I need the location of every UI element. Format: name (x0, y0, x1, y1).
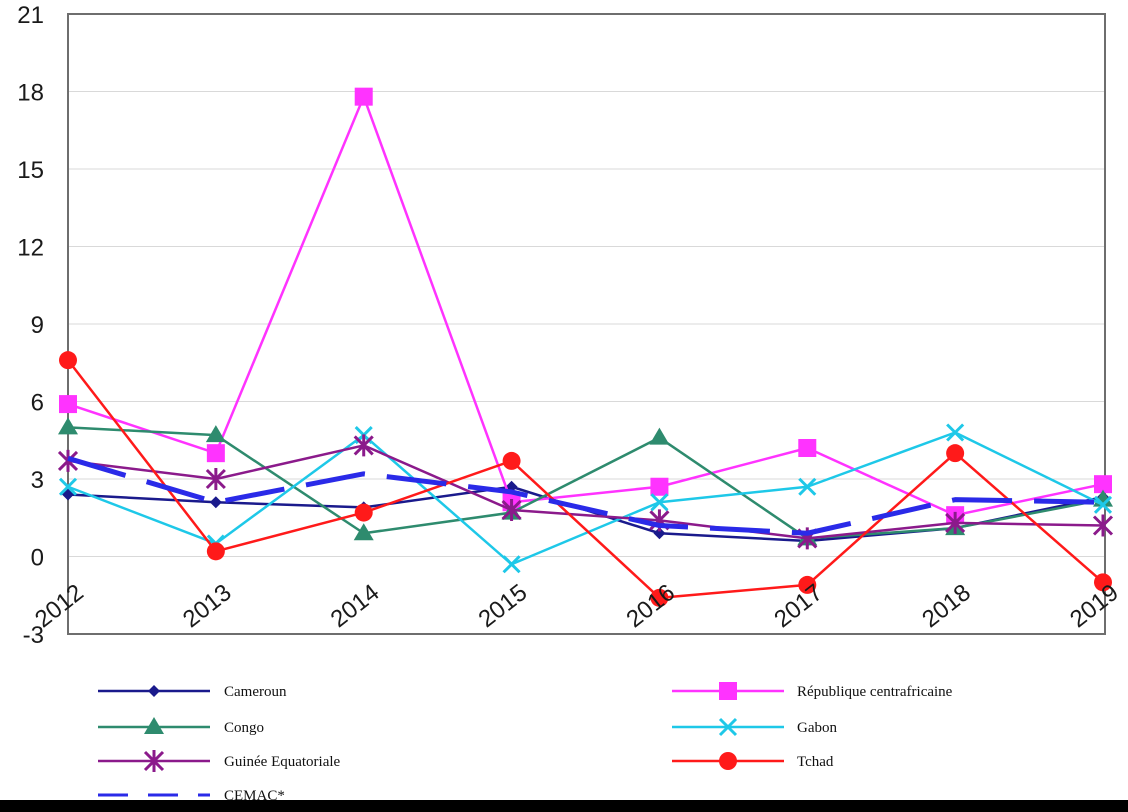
data-point-republique-centrafricaine (354, 87, 373, 106)
data-point-congo (353, 523, 374, 541)
data-point-tchad (1094, 573, 1112, 592)
x-tick-label: 2019 (1065, 579, 1124, 633)
series-line-congo (67, 426, 1104, 540)
data-point-guinee-equatoriale (353, 434, 374, 457)
y-tick-label: 12 (17, 235, 44, 262)
plot-border (67, 13, 1106, 635)
legend: Cameroun République centrafricaine Congo Ga… (98, 682, 953, 804)
legend-label: Guinée Equatoriale (224, 754, 341, 770)
data-point-gabon (650, 493, 669, 512)
legend-item-guinee-equatoriale: Guinée Equatoriale (98, 750, 341, 772)
data-point-guinee-equatoriale (205, 468, 226, 490)
x-tick-label: 2014 (326, 579, 385, 633)
y-axis-ticks: -3 0 3 6 9 12 15 18 21 (17, 2, 44, 649)
data-point-congo (649, 427, 670, 445)
data-point-republique-centrafricaine (798, 439, 817, 457)
data-point-republique-centrafricaine (650, 477, 669, 496)
x-tick-label: 2013 (178, 579, 237, 633)
legend-marker (719, 682, 737, 700)
data-point-congo (205, 425, 226, 443)
bottom-border-bar (0, 800, 1128, 812)
legend-item-tchad: Tchad (672, 752, 834, 770)
legend-marker (143, 750, 165, 772)
data-point-cameroun (653, 527, 666, 540)
data-point-tchad (946, 444, 965, 463)
data-point-tchad (354, 503, 373, 522)
legend-label: Gabon (797, 720, 837, 736)
legend-marker (148, 685, 160, 697)
data-point-guinee-equatoriale (501, 499, 522, 521)
legend-item-congo: Congo (98, 717, 264, 736)
series-line-gabon (67, 431, 1104, 566)
y-tick-label: -3 (23, 622, 44, 649)
data-point-gabon (502, 555, 521, 574)
series-tchad (59, 351, 1112, 607)
legend-marker (144, 717, 164, 734)
data-point-congo (58, 417, 78, 435)
data-point-guinee-equatoriale (945, 511, 966, 534)
data-point-tchad (206, 542, 225, 561)
data-point-cameroun (209, 496, 222, 509)
data-point-gabon (58, 477, 78, 496)
y-tick-label: 3 (31, 467, 44, 494)
x-tick-label: 2018 (917, 579, 976, 633)
data-point-gabon (798, 477, 817, 496)
series-line-republique-centrafricaine (67, 95, 1104, 517)
series-cemac (67, 455, 1104, 536)
y-tick-label: 21 (17, 2, 44, 29)
y-tick-label: 18 (17, 80, 44, 107)
plot-area-frame (67, 13, 1106, 635)
legend-marker (719, 752, 737, 770)
y-tick-label: 15 (17, 157, 44, 184)
data-point-republique-centrafricaine (59, 395, 77, 414)
y-tick-label: 6 (31, 390, 44, 417)
data-point-republique-centrafricaine (1094, 475, 1112, 494)
legend-label: République centrafricaine (797, 684, 953, 700)
data-point-republique-centrafricaine (206, 444, 225, 463)
data-point-gabon (1093, 495, 1113, 514)
x-tick-label: 2016 (621, 579, 680, 633)
legend-item-republique-centrafricaine: République centrafricaine (672, 682, 953, 700)
series-gabon (58, 423, 1113, 574)
x-tick-label: 2015 (474, 579, 533, 633)
data-point-tchad (650, 588, 669, 607)
y-tick-label: 9 (31, 312, 44, 339)
legend-label: Tchad (797, 754, 834, 770)
series-line-cemac (67, 455, 1104, 536)
data-point-tchad (502, 451, 521, 470)
legend-label: Congo (224, 720, 264, 736)
series-lines (57, 87, 1114, 607)
data-point-tchad (59, 351, 77, 370)
data-point-tchad (798, 575, 817, 594)
series-line-tchad (67, 359, 1104, 600)
data-point-guinee-equatoriale (1092, 514, 1114, 537)
x-axis-ticks: 2012 2013 2014 2015 2016 2017 2018 2019 (30, 579, 1124, 633)
legend-item-cameroun: Cameroun (98, 684, 287, 700)
y-tick-label: 0 (31, 545, 44, 572)
data-point-gabon (946, 423, 965, 442)
legend-label: Cameroun (224, 684, 287, 700)
gridlines (68, 13, 1105, 635)
series-line-guinee-equatoriale (67, 444, 1104, 540)
legend-item-gabon: Gabon (672, 717, 837, 737)
legend-marker (718, 717, 738, 737)
